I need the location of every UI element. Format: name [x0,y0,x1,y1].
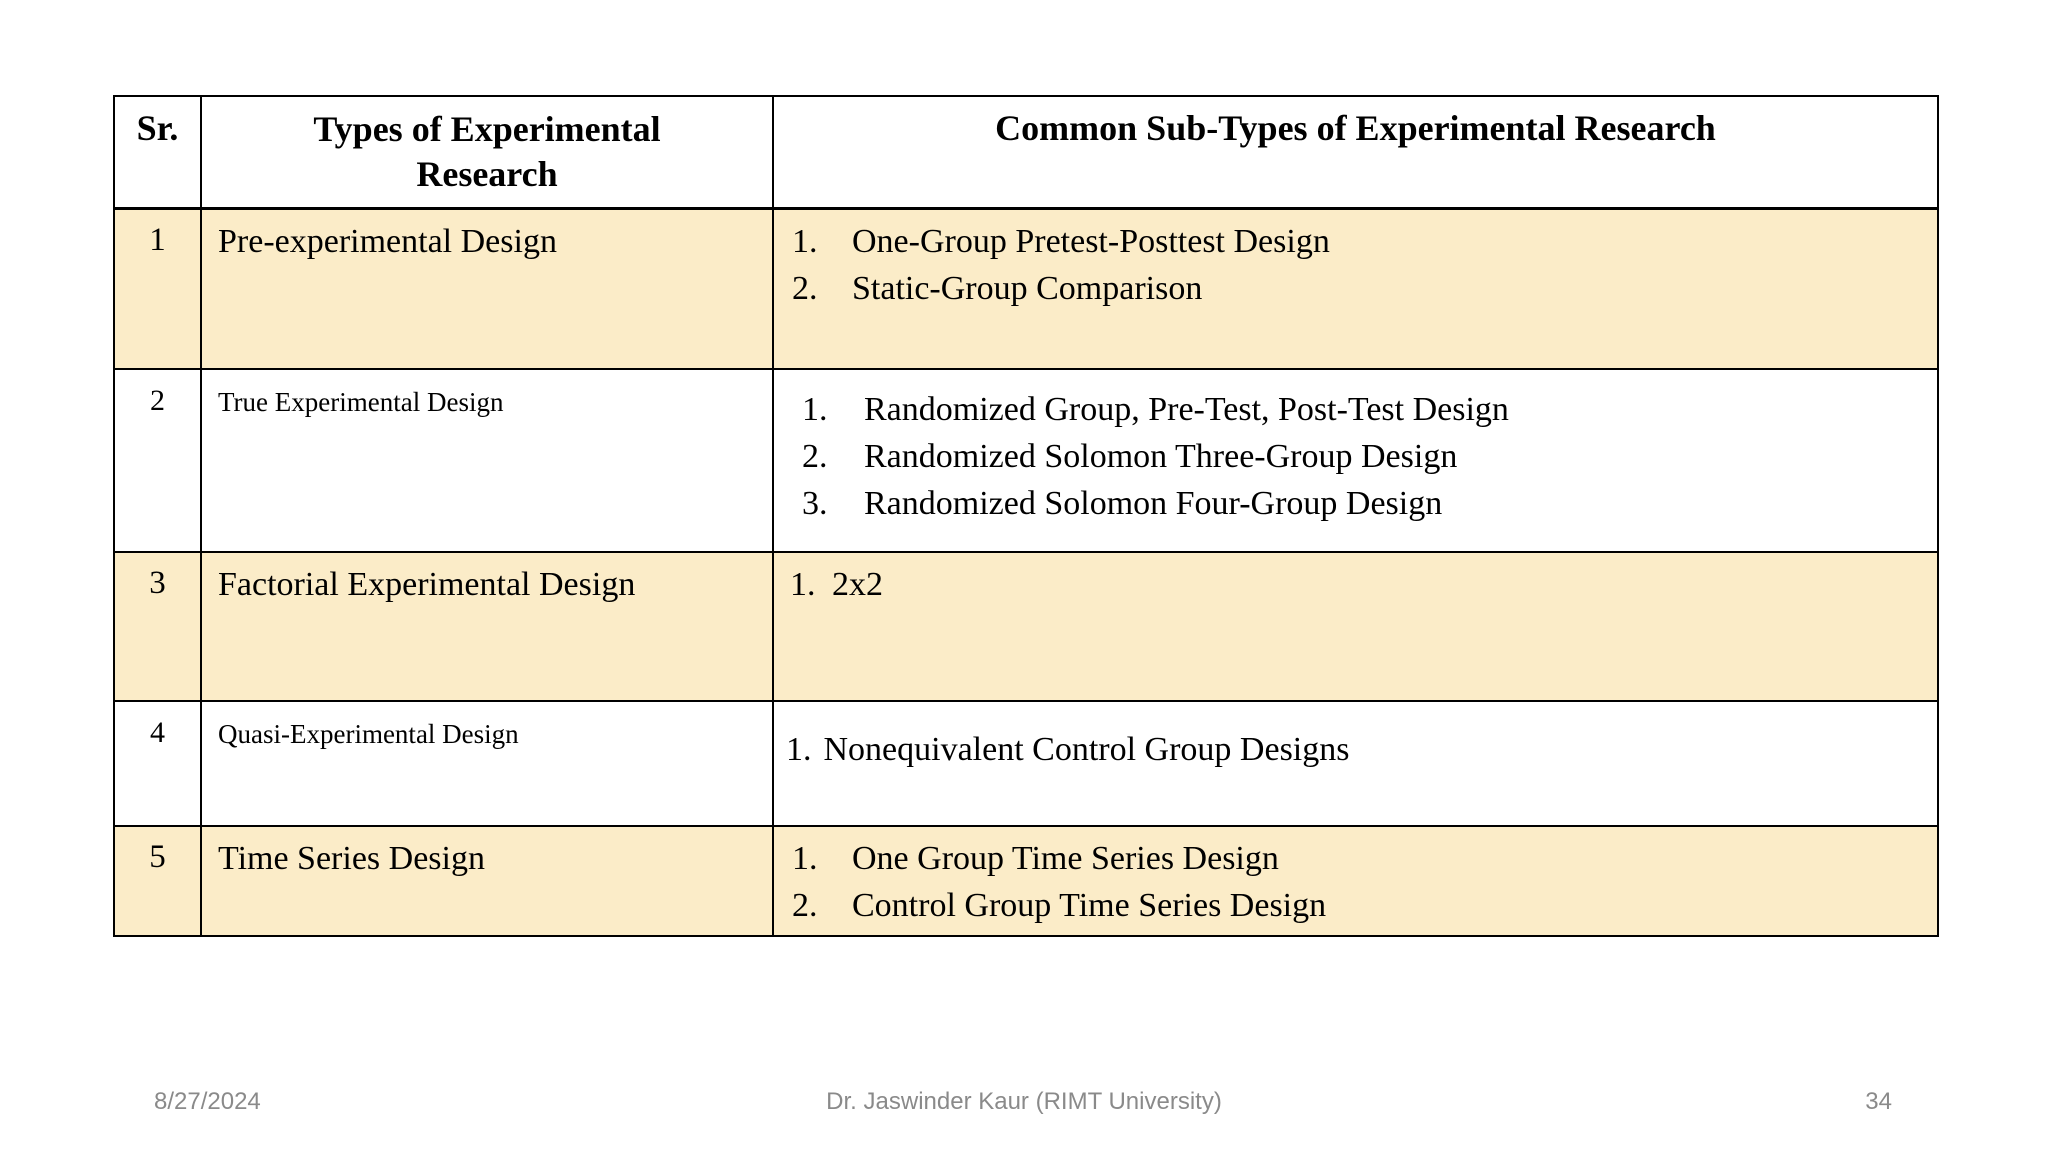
subtype-item-text: Randomized Solomon Three-Group Design [864,438,1458,475]
subtype-item-number: 1. [792,222,818,260]
subtype-item-text: Control Group Time Series Design [852,887,1327,924]
experimental-research-table: Sr. Types of Experimental Research Commo… [113,95,1939,937]
row-subtypes-cell: 1. Randomized Group, Pre-Test, Post-Test… [772,368,1939,553]
subtype-item-number: 1. [790,566,816,603]
subtype-item-number: 2. [802,438,828,475]
row-type-cell: True Experimental Design [200,368,774,553]
row-sr-number: 2 [113,368,202,553]
table-header-row: Sr. Types of Experimental Research Commo… [113,95,1939,210]
subtype-item: 1. One Group Time Series Design [774,835,1937,882]
header-types: Types of Experimental Research [200,95,774,210]
header-subtypes: Common Sub-Types of Experimental Researc… [772,95,1939,210]
subtype-item-text: One-Group Pretest-Posttest Design [852,222,1330,260]
subtype-item: 3. Randomized Solomon Four-Group Design [774,480,1937,527]
subtype-item: 2. Randomized Solomon Three-Group Design [774,433,1937,480]
table-row: 4 Quasi-Experimental Design 1. Nonequiva… [113,700,1939,827]
row-subtypes-cell: 1. One-Group Pretest-Posttest Design 2. … [772,207,1939,370]
table-row: 1 Pre-experimental Design 1. One-Group P… [113,207,1939,370]
header-subtypes-label: Common Sub-Types of Experimental Researc… [995,108,1716,148]
subtype-item: 2. Static-Group Comparison [774,265,1937,312]
subtype-item-number: 3. [802,485,828,522]
subtype-item-number: 2. [792,887,818,924]
row-sr-number: 4 [113,700,202,827]
subtype-item: 1. Randomized Group, Pre-Test, Post-Test… [774,386,1937,433]
table-row: 5 Time Series Design 1. One Group Time S… [113,825,1939,937]
row-sr-number: 1 [113,207,202,370]
subtype-item-number: 2. [792,269,818,307]
row-type-cell: Pre-experimental Design [200,207,774,370]
header-sr-label: Sr. [136,108,179,148]
row-subtypes-cell: 1. 2x2 [772,551,1939,702]
subtype-item: 2. Control Group Time Series Design [774,882,1937,929]
row-subtypes-cell: 1. Nonequivalent Control Group Designs [772,700,1939,827]
subtype-item-number: 1. [802,391,828,428]
footer-date: 8/27/2024 [154,1088,261,1115]
subtype-item-number: 1. [792,840,818,877]
subtype-item-text: 2x2 [832,566,883,603]
row-type-cell: Factorial Experimental Design [200,551,774,702]
table-row: 2 True Experimental Design 1. Randomized… [113,368,1939,553]
row-type-cell: Time Series Design [200,825,774,937]
subtype-item-text: Nonequivalent Control Group Designs [823,731,1350,768]
subtype-item: 1. One-Group Pretest-Posttest Design [774,218,1937,265]
subtype-item: 1. 2x2 [774,561,1937,608]
footer-credit: Dr. Jaswinder Kaur (RIMT University) [826,1088,1222,1115]
row-sr-number: 3 [113,551,202,702]
subtype-item-number: 1. [786,731,812,768]
subtype-item-text: One Group Time Series Design [852,840,1279,877]
header-sr: Sr. [113,95,202,210]
subtype-item-text: Randomized Solomon Four-Group Design [864,485,1443,522]
row-sr-number: 5 [113,825,202,937]
header-types-label: Types of Experimental Research [313,109,661,194]
subtype-item: 1. Nonequivalent Control Group Designs [774,726,1937,773]
footer-page-number: 34 [1865,1088,1892,1115]
subtype-item-text: Static-Group Comparison [852,269,1203,307]
row-subtypes-cell: 1. One Group Time Series Design 2. Contr… [772,825,1939,937]
table-row: 3 Factorial Experimental Design 1. 2x2 [113,551,1939,702]
subtype-item-text: Randomized Group, Pre-Test, Post-Test De… [864,391,1509,428]
row-type-cell: Quasi-Experimental Design [200,700,774,827]
